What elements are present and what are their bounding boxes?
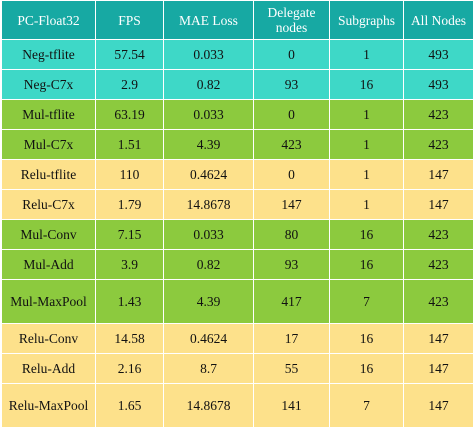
subgraphs-cell: 16 (329, 353, 404, 384)
all-nodes-cell: 147 (403, 159, 474, 190)
fps-cell: 1.65 (95, 383, 164, 428)
delegate-nodes-cell: 93 (253, 249, 330, 280)
mae-loss-cell: 0.033 (163, 39, 254, 70)
all-nodes-cell: 493 (403, 39, 474, 70)
all-nodes-cell: 423 (403, 129, 474, 160)
mae-loss-cell: 0.82 (163, 249, 254, 280)
subgraphs-cell: 16 (329, 249, 404, 280)
all-nodes-cell: 423 (403, 99, 474, 130)
fps-cell: 7.15 (95, 219, 164, 250)
row-label: Mul-C7x (1, 129, 96, 160)
mae-loss-cell: 4.39 (163, 129, 254, 160)
subgraphs-cell: 16 (329, 219, 404, 250)
table-row: Mul-Conv 7.15 0.033 80 16 423 (1, 219, 474, 250)
fps-cell: 2.9 (95, 69, 164, 100)
row-label: Mul-Add (1, 249, 96, 280)
delegate-nodes-cell: 141 (253, 383, 330, 428)
subgraphs-cell: 16 (329, 69, 404, 100)
subgraphs-cell: 7 (329, 383, 404, 428)
table-row: Mul-MaxPool 1.43 4.39 417 7 423 (1, 279, 474, 324)
subgraphs-cell: 1 (329, 129, 404, 160)
row-label: Mul-Conv (1, 219, 96, 250)
subgraphs-cell: 16 (329, 323, 404, 354)
all-nodes-cell: 423 (403, 279, 474, 324)
subgraphs-cell: 1 (329, 189, 404, 220)
fps-cell: 14.58 (95, 323, 164, 354)
all-nodes-cell: 147 (403, 353, 474, 384)
mae-loss-cell: 14.8678 (163, 383, 254, 428)
subgraphs-cell: 1 (329, 39, 404, 70)
table-row: Relu-tflite 110 0.4624 0 1 147 (1, 159, 474, 190)
table-row: Relu-MaxPool 1.65 14.8678 141 7 147 (1, 383, 474, 428)
mae-loss-cell: 0.4624 (163, 159, 254, 190)
mae-loss-cell: 4.39 (163, 279, 254, 324)
table-row: Neg-tflite 57.54 0.033 0 1 493 (1, 39, 474, 70)
all-nodes-cell: 493 (403, 69, 474, 100)
delegate-nodes-cell: 0 (253, 99, 330, 130)
subgraphs-cell: 7 (329, 279, 404, 324)
delegate-nodes-cell: 80 (253, 219, 330, 250)
fps-cell: 1.79 (95, 189, 164, 220)
fps-cell: 110 (95, 159, 164, 190)
delegate-nodes-cell: 0 (253, 39, 330, 70)
table-row: Relu-Add 2.16 8.7 55 16 147 (1, 353, 474, 384)
delegate-nodes-cell: 0 (253, 159, 330, 190)
header-cell-subgraphs: Subgraphs (329, 0, 404, 40)
fps-cell: 3.9 (95, 249, 164, 280)
header-cell-delegate-nodes: Delegate nodes (253, 0, 330, 40)
row-label: Relu-MaxPool (1, 383, 96, 428)
header-cell-all-nodes: All Nodes (403, 0, 474, 40)
mae-loss-cell: 0.82 (163, 69, 254, 100)
table-row: Relu-C7x 1.79 14.8678 147 1 147 (1, 189, 474, 220)
all-nodes-cell: 423 (403, 249, 474, 280)
row-label: Relu-Add (1, 353, 96, 384)
mae-loss-cell: 0.4624 (163, 323, 254, 354)
table-row: Mul-tflite 63.19 0.033 0 1 423 (1, 99, 474, 130)
table-row: Mul-Add 3.9 0.82 93 16 423 (1, 249, 474, 280)
fps-cell: 1.51 (95, 129, 164, 160)
all-nodes-cell: 147 (403, 383, 474, 428)
header-cell-mae-loss: MAE Loss (163, 0, 254, 40)
delegate-nodes-cell: 423 (253, 129, 330, 160)
header-cell-fps: FPS (95, 0, 164, 40)
delegate-nodes-cell: 147 (253, 189, 330, 220)
row-label: Mul-tflite (1, 99, 96, 130)
header-row: PC-Float32 FPS MAE Loss Delegate nodes S… (1, 0, 474, 40)
fps-cell: 57.54 (95, 39, 164, 70)
all-nodes-cell: 147 (403, 323, 474, 354)
fps-cell: 2.16 (95, 353, 164, 384)
mae-loss-cell: 0.033 (163, 99, 254, 130)
row-label: Neg-C7x (1, 69, 96, 100)
row-label: Mul-MaxPool (1, 279, 96, 324)
row-label: Relu-Conv (1, 323, 96, 354)
table-row: Neg-C7x 2.9 0.82 93 16 493 (1, 69, 474, 100)
header-cell-config: PC-Float32 (1, 0, 96, 40)
row-label: Neg-tflite (1, 39, 96, 70)
delegate-nodes-cell: 17 (253, 323, 330, 354)
table-row: Relu-Conv 14.58 0.4624 17 16 147 (1, 323, 474, 354)
table-row: Mul-C7x 1.51 4.39 423 1 423 (1, 129, 474, 160)
mae-loss-cell: 0.033 (163, 219, 254, 250)
fps-cell: 63.19 (95, 99, 164, 130)
all-nodes-cell: 147 (403, 189, 474, 220)
mae-loss-cell: 14.8678 (163, 189, 254, 220)
delegate-nodes-cell: 55 (253, 353, 330, 384)
fps-cell: 1.43 (95, 279, 164, 324)
delegate-nodes-cell: 93 (253, 69, 330, 100)
subgraphs-cell: 1 (329, 99, 404, 130)
row-label: Relu-tflite (1, 159, 96, 190)
row-label: Relu-C7x (1, 189, 96, 220)
all-nodes-cell: 423 (403, 219, 474, 250)
delegate-nodes-cell: 417 (253, 279, 330, 324)
mae-loss-cell: 8.7 (163, 353, 254, 384)
subgraphs-cell: 1 (329, 159, 404, 190)
